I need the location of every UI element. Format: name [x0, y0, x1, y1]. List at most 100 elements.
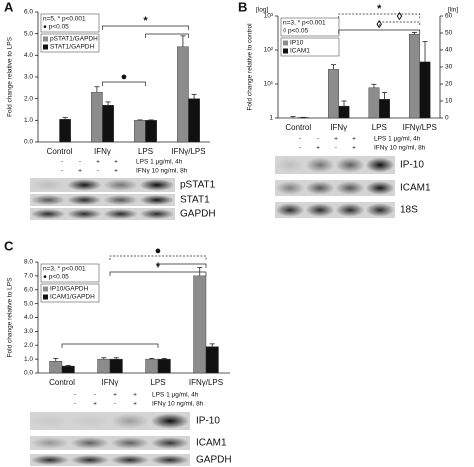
legend-box — [40, 33, 100, 53]
significance-bracket — [157, 263, 207, 268]
blot-label: IP-10 — [196, 416, 220, 427]
y-tick-label: 2.0 — [24, 342, 33, 349]
bar — [91, 91, 103, 143]
error-bar — [149, 358, 155, 360]
treatment-sign: - — [299, 145, 301, 152]
treatment-sign: - — [61, 159, 63, 166]
legend-swatch — [43, 286, 48, 292]
treatment-sign: - — [94, 392, 96, 399]
blot-band — [365, 203, 395, 217]
blot-strip — [275, 202, 395, 218]
blot-label: GAPDH — [180, 209, 216, 220]
error-bar — [101, 357, 107, 360]
annotation-box — [40, 13, 100, 33]
error-bar — [191, 93, 197, 99]
significance-mark: ◊ — [397, 11, 403, 23]
blot-band — [70, 413, 110, 429]
x-tick-label: IFNγ — [330, 123, 347, 132]
y-tick-label: 0.0 — [24, 370, 33, 377]
error-bar — [161, 358, 167, 360]
treatment-sign: + — [352, 145, 356, 152]
blot-label: pSTAT1 — [180, 180, 216, 191]
blot-band — [30, 208, 66, 220]
x-tick-label: Control — [47, 147, 73, 156]
blot-band — [150, 454, 190, 466]
blot-band — [110, 454, 150, 466]
blot-band — [335, 157, 365, 173]
y-tick-label: 4.0 — [24, 52, 33, 59]
blot-band — [305, 203, 335, 217]
y-tick-label: 10³ — [264, 13, 274, 20]
blot-strip — [30, 194, 175, 206]
legend-label: STAT1/GAPDH — [50, 44, 94, 51]
y-tick-label: 5.0 — [24, 30, 33, 37]
legend-label: pSTAT1/GAPDH — [50, 36, 98, 43]
bar — [109, 358, 123, 374]
blot-label: STAT1 — [180, 195, 210, 206]
y-tick-label: 4.0 — [24, 314, 33, 321]
treatment-sign: - — [79, 159, 81, 166]
bar — [97, 358, 111, 374]
annotation: ◊ p<0.05 — [283, 28, 308, 35]
y-tick-label: 1.0 — [24, 117, 33, 124]
blot-label: ICAM1 — [196, 438, 227, 449]
blot-band — [305, 181, 335, 195]
y-tick-label: 7.0 — [24, 273, 33, 280]
blot-label: ICAM1 — [400, 183, 431, 194]
significance-mark: ◊ — [377, 19, 383, 31]
blot-strip — [30, 412, 190, 430]
y-tick-label: 3.0 — [24, 74, 33, 81]
error-bar — [94, 86, 100, 93]
treatment-sign: + — [334, 136, 338, 143]
x-tick-label: Control — [285, 123, 311, 132]
significance-bracket — [109, 271, 207, 276]
error-bar — [62, 117, 68, 120]
significance-bracket — [145, 33, 189, 38]
legend-swatch — [43, 294, 48, 300]
error-bar — [180, 35, 186, 47]
blot-label: IP-10 — [400, 160, 424, 171]
y-tick-label: 5.0 — [24, 300, 33, 307]
y-tick-label: 1 — [269, 115, 273, 122]
treatment-label: IFNγ 10 ng/ml, 8h — [374, 145, 426, 152]
y-tick-label: 6.0 — [24, 286, 33, 293]
y-tick-label: 6.0 — [24, 9, 33, 16]
bar — [368, 87, 380, 119]
treatment-label: LPS 1 μg/ml, 4h — [136, 159, 183, 166]
bar — [102, 104, 114, 143]
legend-label: IP10/GAPDH — [50, 286, 89, 293]
error-bar — [65, 364, 71, 367]
bar — [328, 69, 339, 119]
blot-band — [30, 413, 70, 429]
x-tick-label: LPS — [372, 123, 387, 132]
panel-label: C — [4, 238, 14, 253]
blot-strip — [30, 208, 175, 220]
error-bar — [411, 31, 417, 35]
blot-band — [305, 157, 335, 173]
treatment-sign: + — [352, 136, 356, 143]
legend-swatch — [283, 48, 288, 54]
bar — [145, 358, 159, 374]
treatment-sign: + — [133, 392, 137, 399]
x-tick-label: IFNγ — [94, 147, 111, 156]
annotation-box — [280, 17, 340, 37]
bar — [145, 120, 157, 143]
blot-strip — [275, 180, 395, 196]
significance-mark: * — [143, 15, 148, 27]
error-bar — [113, 357, 119, 360]
annotation: ● p<0.05 — [43, 274, 69, 281]
treatment-sign: + — [93, 401, 97, 408]
x-tick-label: IFNγ — [102, 378, 119, 387]
bar — [419, 61, 431, 119]
panel-label: A — [4, 0, 14, 14]
blot-label: 18S — [400, 205, 418, 216]
legend-swatch — [43, 44, 48, 50]
y-axis-title: Fold change relative to LPS — [7, 277, 14, 358]
y2-tick-label: 40 — [445, 47, 453, 54]
error-bar — [422, 41, 428, 62]
bar — [157, 358, 171, 374]
error-bar — [209, 343, 215, 347]
treatment-sign: + — [96, 159, 100, 166]
bar — [61, 365, 75, 374]
bar — [188, 98, 200, 143]
